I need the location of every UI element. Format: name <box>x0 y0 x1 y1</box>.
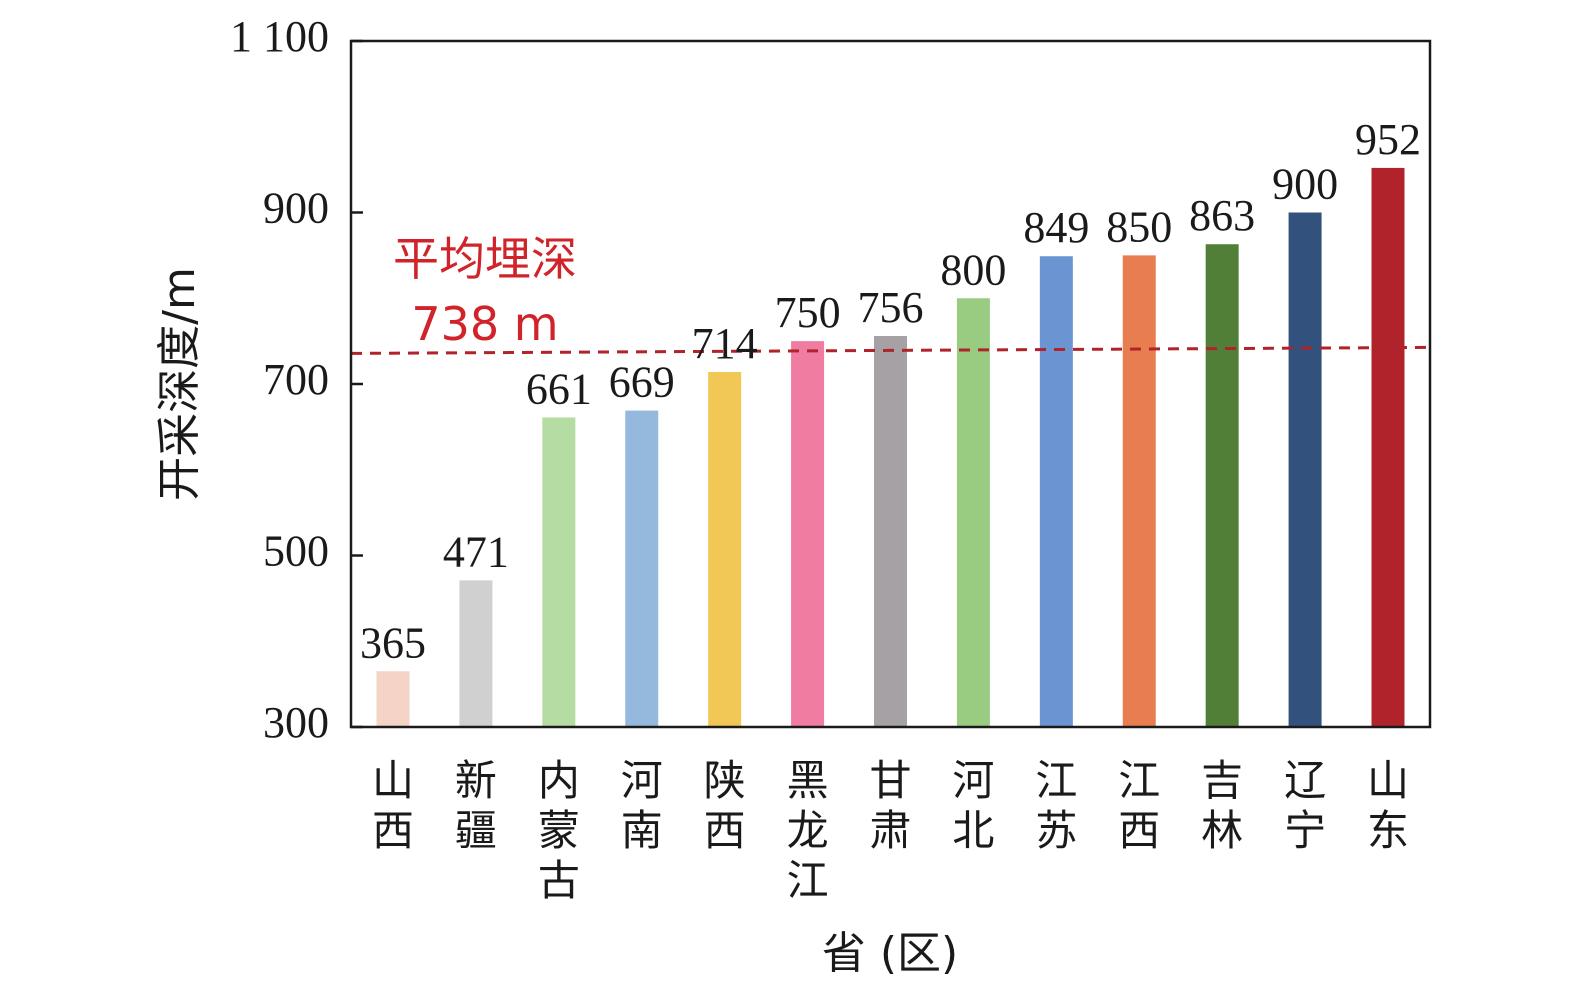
y-axis: 300 500 700 900 1 100 <box>230 12 363 747</box>
bar <box>542 417 576 727</box>
x-axis-title: 省 (区) <box>822 928 958 979</box>
bar <box>708 371 742 727</box>
value-label: 669 <box>609 358 675 407</box>
y-tick-label: 1 100 <box>230 12 329 61</box>
value-label: 661 <box>526 364 592 413</box>
category-label: 甘 <box>869 756 911 805</box>
bar <box>459 580 493 727</box>
category-label: 龙 <box>787 806 829 855</box>
value-label: 756 <box>858 283 924 332</box>
category-label: 肃 <box>869 806 911 855</box>
category-label: 古 <box>538 856 580 905</box>
value-label: 800 <box>940 245 1006 294</box>
y-tick-label: 900 <box>263 184 329 233</box>
category-label: 疆 <box>455 806 497 855</box>
category-label: 江 <box>1118 756 1160 805</box>
y-tick-label: 300 <box>263 698 329 747</box>
category-label: 西 <box>372 806 414 855</box>
bars-group <box>376 167 1405 728</box>
value-label: 863 <box>1189 191 1255 240</box>
value-label: 900 <box>1272 160 1338 209</box>
category-label: 江 <box>787 856 829 905</box>
y-tick-label: 700 <box>263 355 329 404</box>
value-label: 471 <box>443 527 509 576</box>
bar <box>1039 256 1073 727</box>
value-label: 750 <box>775 288 841 337</box>
value-label: 365 <box>360 618 426 667</box>
category-label: 南 <box>621 806 663 855</box>
category-label: 江 <box>1035 756 1077 805</box>
category-label: 陕 <box>704 756 746 805</box>
bar <box>625 410 659 727</box>
average-label: 平均埋深 <box>393 232 577 286</box>
category-label: 新 <box>455 756 497 805</box>
y-axis-title: 开采深度/m <box>154 267 205 501</box>
category-label: 林 <box>1201 806 1243 855</box>
value-label: 849 <box>1023 203 1089 252</box>
category-label: 山 <box>1367 756 1409 805</box>
category-label: 西 <box>1118 806 1160 855</box>
category-label: 河 <box>621 756 663 805</box>
y-tick-label: 500 <box>263 527 329 576</box>
value-label: 850 <box>1106 202 1172 251</box>
category-label: 黑 <box>787 756 829 805</box>
category-label: 辽 <box>1284 756 1326 805</box>
bar <box>1371 167 1405 727</box>
category-label: 内 <box>538 756 580 805</box>
bar <box>376 671 410 727</box>
category-label: 河 <box>952 756 994 805</box>
bar <box>956 298 990 727</box>
value-labels: 365 471 661 669 714 750 756 800 849 850 863 900 952 <box>360 115 1421 667</box>
category-label: 蒙 <box>538 806 580 855</box>
value-label: 952 <box>1355 115 1421 164</box>
value-label: 714 <box>692 319 758 368</box>
bar <box>791 341 825 727</box>
category-label: 宁 <box>1284 806 1326 855</box>
bar <box>1288 212 1322 727</box>
category-label: 苏 <box>1035 806 1077 855</box>
bar <box>874 335 907 727</box>
bar <box>1122 255 1156 727</box>
category-label: 西 <box>704 806 746 855</box>
category-label: 北 <box>952 806 994 855</box>
average-value-label: 738 m <box>411 297 558 351</box>
average-line <box>350 345 1431 355</box>
category-label: 东 <box>1367 806 1409 855</box>
bar <box>1205 244 1239 728</box>
category-label: 山 <box>372 756 414 805</box>
category-label: 吉 <box>1201 756 1243 805</box>
